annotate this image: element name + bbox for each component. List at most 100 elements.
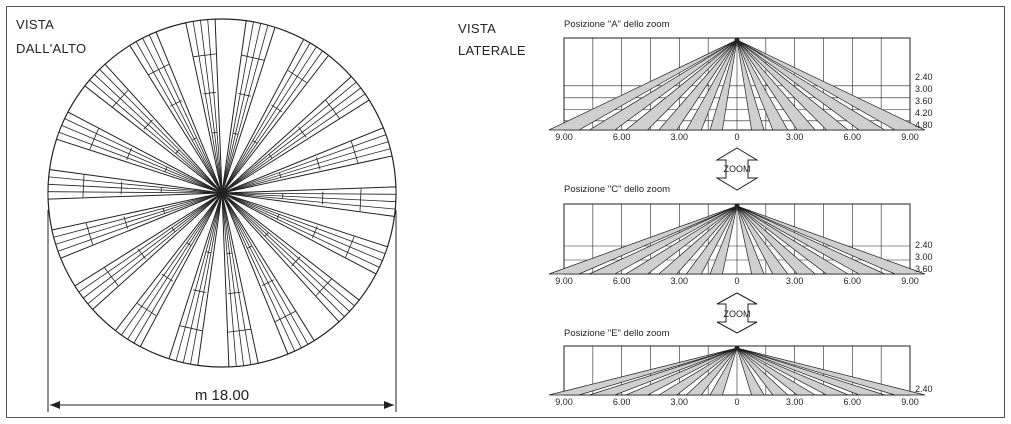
fan-ray xyxy=(200,20,223,194)
zone-step xyxy=(315,278,332,296)
zone-step xyxy=(191,137,197,141)
side-panel-c: Posizione "C" dello zoom 9.00 6.00 3.00 … xyxy=(548,184,933,286)
zone-step xyxy=(262,279,274,286)
fan-ray xyxy=(221,192,383,261)
panel-a-tick: 6.00 xyxy=(844,132,862,142)
zone-step xyxy=(82,174,85,198)
panel-c-tick: 6.00 xyxy=(613,276,631,286)
fan-ray xyxy=(89,79,223,194)
panel-c-height-labels: 2.40 3.00 3.60 xyxy=(915,240,933,274)
zone-step xyxy=(186,242,192,246)
zone-step xyxy=(247,245,253,249)
fan-ray xyxy=(182,192,223,363)
panel-a-height-label: 3.00 xyxy=(915,84,933,94)
detection-beam xyxy=(658,39,738,131)
top-view-title-line2: DALL'ALTO xyxy=(16,41,87,56)
panel-e-x-ticks: 9.00 6.00 3.00 0 3.00 6.00 9.00 xyxy=(555,397,919,407)
detection-beam xyxy=(624,205,738,275)
fan-ray xyxy=(221,81,357,194)
fan-ray xyxy=(148,34,223,194)
fan-ray xyxy=(221,87,361,194)
side-panel-e: Posizione "E" dello zoom 9.00 6.00 3.00 … xyxy=(548,328,933,407)
fan-wedge xyxy=(221,75,370,194)
zone-step xyxy=(85,222,94,245)
fan-ray xyxy=(221,192,302,348)
zone-step xyxy=(203,91,216,95)
zone-step xyxy=(120,181,123,195)
fan-ray xyxy=(221,23,262,194)
zoom-label: ZOOM xyxy=(724,309,751,319)
zone-step xyxy=(278,172,282,178)
fan-ray xyxy=(94,74,223,194)
fan-ray xyxy=(55,192,223,245)
zone-step xyxy=(311,226,318,239)
side-view-title-line1: VISTA xyxy=(458,21,497,36)
zone-step xyxy=(123,216,128,229)
detection-beam xyxy=(736,205,850,275)
panel-a-tick: 0 xyxy=(734,132,739,142)
detection-beam xyxy=(625,347,738,396)
fan-ray xyxy=(221,192,244,366)
fan-ray xyxy=(221,93,366,194)
panel-a-height-labels: 2.40 3.00 3.60 4.20 4.80 xyxy=(915,72,933,130)
detection-beam xyxy=(736,205,817,275)
fan-ray xyxy=(190,192,223,365)
top-view-title-line1: VISTA xyxy=(16,17,55,32)
dimension-label-bg xyxy=(168,386,276,404)
detection-beam xyxy=(736,39,886,131)
fan-wedge xyxy=(221,192,389,275)
zone-step xyxy=(275,311,296,322)
panel-c-tick: 3.00 xyxy=(786,276,804,286)
panel-a-tick: 6.00 xyxy=(613,132,631,142)
zone-step xyxy=(268,153,273,159)
detection-beam xyxy=(736,39,789,131)
zone-step xyxy=(126,147,133,160)
fan-ray xyxy=(221,192,296,352)
zone-step xyxy=(238,93,251,97)
fan-ray xyxy=(47,191,223,194)
detection-beam xyxy=(709,347,738,396)
zone-step xyxy=(180,325,203,332)
zone-step xyxy=(271,104,283,113)
panel-c-tick: 9.00 xyxy=(555,276,573,286)
zone-step xyxy=(112,90,129,108)
fan-ray xyxy=(58,131,223,194)
fan-ray xyxy=(221,192,237,367)
zone-step xyxy=(175,149,180,154)
panel-e-tick: 0 xyxy=(734,397,739,407)
detection-beam xyxy=(624,39,738,131)
detection-beam xyxy=(685,347,738,396)
zone-step xyxy=(193,289,206,293)
zone-step xyxy=(162,208,166,214)
zone-step xyxy=(321,191,324,205)
detection-beam xyxy=(736,205,765,275)
fan-ray xyxy=(78,192,223,293)
panel-a-tick: 9.00 xyxy=(555,132,573,142)
panel-e-tick: 6.00 xyxy=(844,397,862,407)
detection-beam xyxy=(657,347,738,396)
fan-ray xyxy=(48,176,223,194)
panel-a-caption: Posizione "A" dello zoom xyxy=(564,19,670,30)
fan-ray xyxy=(221,141,389,194)
zone-step xyxy=(137,303,157,316)
panel-a-tick: 3.00 xyxy=(671,132,689,142)
zone-step xyxy=(241,54,264,61)
fan-ray xyxy=(192,21,223,194)
detection-beam xyxy=(736,39,850,131)
panel-c-tick: 0 xyxy=(734,276,739,286)
zone-step xyxy=(171,227,176,233)
fan-ray xyxy=(221,192,350,312)
detection-beam xyxy=(657,205,738,275)
fan-wedge xyxy=(168,192,223,366)
fan-ray xyxy=(142,38,223,194)
detection-beam xyxy=(736,347,817,396)
panel-e-tick: 3.00 xyxy=(786,397,804,407)
zoom-arrow-shape xyxy=(716,292,758,334)
fan-ray xyxy=(135,41,223,194)
zone-step xyxy=(89,128,99,150)
detection-beam xyxy=(709,205,738,275)
detection-beam xyxy=(588,39,738,131)
zone-step xyxy=(148,64,169,75)
panel-c-height-label: 3.00 xyxy=(915,252,933,262)
